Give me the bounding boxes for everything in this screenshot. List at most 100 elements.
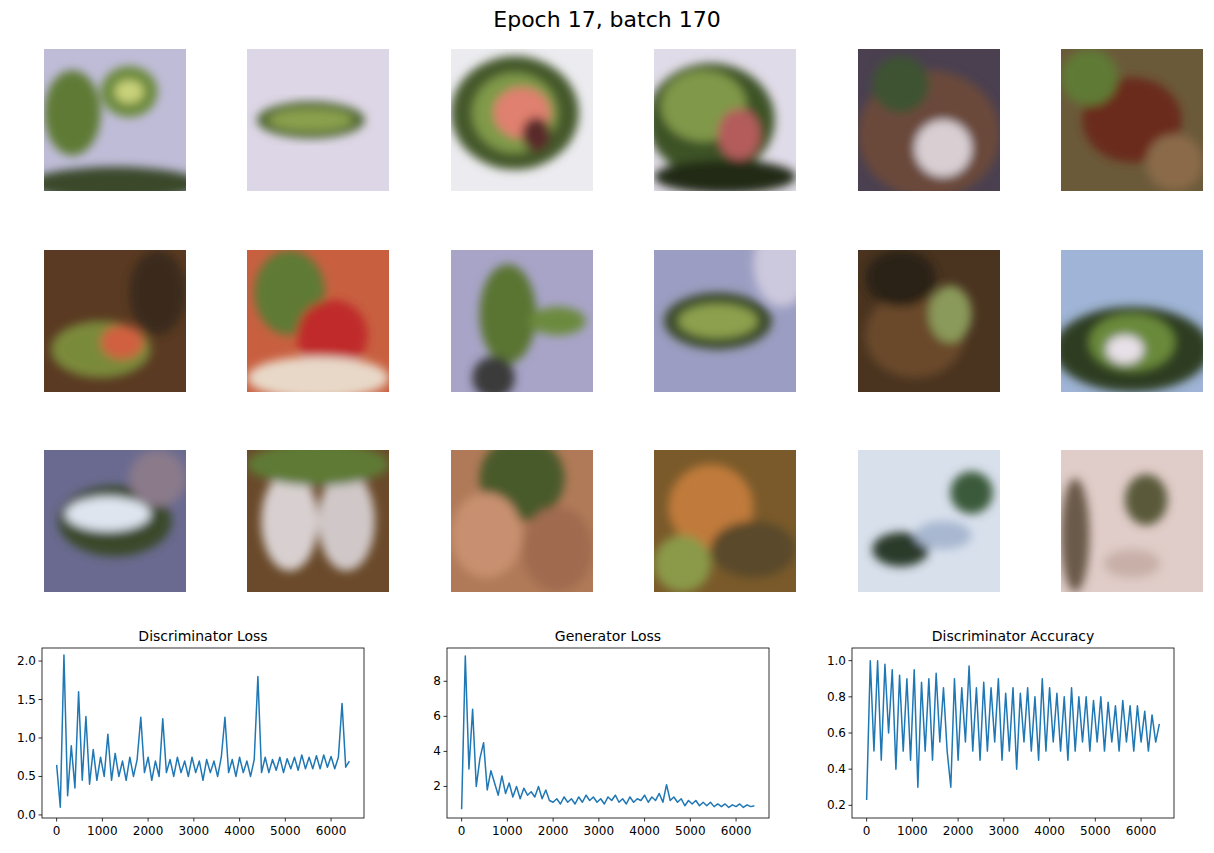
image-blob bbox=[129, 250, 186, 335]
x-tick bbox=[148, 818, 149, 822]
x-tick-label: 2000 bbox=[943, 824, 974, 838]
y-tick bbox=[444, 716, 448, 717]
y-tick bbox=[849, 660, 853, 661]
x-tick-label: 6000 bbox=[721, 824, 752, 838]
image-blob bbox=[247, 450, 389, 486]
x-tick-label: 0 bbox=[458, 824, 466, 838]
x-tick bbox=[958, 818, 959, 822]
image-blob bbox=[865, 250, 936, 307]
y-tick-label: 1.0 bbox=[17, 731, 36, 745]
x-tick bbox=[1049, 818, 1050, 822]
y-tick bbox=[849, 733, 853, 734]
image-blob bbox=[915, 521, 972, 549]
y-tick-label: 8 bbox=[433, 674, 441, 688]
generated-image bbox=[44, 49, 186, 191]
chart: Generator Loss01000200030004000500060002… bbox=[433, 628, 769, 838]
x-tick bbox=[912, 818, 913, 822]
image-background bbox=[858, 450, 1000, 592]
y-tick-label: 0.8 bbox=[827, 690, 846, 704]
generated-image bbox=[44, 250, 186, 392]
y-tick bbox=[849, 769, 853, 770]
x-tick bbox=[1095, 818, 1096, 822]
image-background bbox=[451, 250, 593, 392]
image-blob bbox=[257, 102, 365, 139]
chart: Discriminator Loss0100020003000400050006… bbox=[17, 628, 364, 838]
y-tick-label: 0.2 bbox=[827, 798, 846, 812]
x-tick-label: 4000 bbox=[629, 824, 660, 838]
y-tick bbox=[444, 751, 448, 752]
image-blob bbox=[529, 307, 586, 335]
image-blobs bbox=[451, 56, 579, 170]
x-tick-label: 1000 bbox=[897, 824, 928, 838]
generated-image bbox=[247, 250, 389, 392]
image-blob bbox=[1146, 134, 1203, 191]
image-background bbox=[44, 250, 186, 392]
y-tick-label: 1.0 bbox=[827, 654, 846, 668]
image-blobs bbox=[1061, 49, 1203, 191]
image-blobs bbox=[664, 250, 796, 349]
x-tick-label: 6000 bbox=[316, 824, 347, 838]
image-blob bbox=[1104, 549, 1161, 577]
image-blob bbox=[654, 63, 775, 177]
plot-area bbox=[462, 656, 755, 809]
plot-frame bbox=[852, 648, 1174, 818]
x-tick bbox=[736, 818, 737, 822]
x-tick bbox=[461, 818, 462, 822]
image-blob bbox=[753, 250, 796, 307]
y-tick bbox=[444, 786, 448, 787]
image-blobs bbox=[58, 450, 186, 557]
image-blob bbox=[929, 286, 972, 343]
image-background bbox=[247, 49, 389, 191]
generated-image bbox=[1061, 49, 1203, 191]
generated-image bbox=[858, 450, 1000, 592]
image-blobs bbox=[44, 66, 186, 191]
y-tick-label: 0.6 bbox=[827, 726, 846, 740]
line bbox=[867, 661, 1160, 800]
x-tick-label: 3000 bbox=[584, 824, 615, 838]
x-tick-label: 2000 bbox=[133, 824, 164, 838]
plot-area bbox=[867, 661, 1160, 800]
generated-image bbox=[247, 450, 389, 592]
generated-image bbox=[858, 250, 1000, 392]
generated-image bbox=[654, 49, 796, 191]
x-tick bbox=[331, 818, 332, 822]
x-tick bbox=[193, 818, 194, 822]
generated-image bbox=[451, 49, 593, 191]
y-tick bbox=[39, 814, 43, 815]
y-tick-label: 4 bbox=[433, 744, 441, 758]
image-blobs bbox=[247, 250, 389, 392]
image-blob bbox=[44, 70, 101, 155]
image-blob bbox=[678, 304, 758, 338]
x-tick-label: 0 bbox=[53, 824, 61, 838]
image-blobs bbox=[257, 102, 365, 139]
x-tick-label: 0 bbox=[863, 824, 871, 838]
image-blob bbox=[1125, 474, 1168, 525]
image-blob bbox=[1061, 478, 1089, 592]
chart-title: Generator Loss bbox=[555, 628, 661, 644]
y-tick bbox=[849, 696, 853, 697]
x-tick bbox=[285, 818, 286, 822]
y-tick-label: 0.4 bbox=[827, 762, 846, 776]
y-tick bbox=[39, 776, 43, 777]
image-blob bbox=[950, 471, 993, 514]
line bbox=[462, 656, 755, 809]
image-blob bbox=[664, 293, 772, 350]
image-blobs bbox=[472, 264, 586, 392]
y-tick-label: 6 bbox=[433, 709, 441, 723]
x-tick bbox=[507, 818, 508, 822]
generated-image bbox=[654, 450, 796, 592]
image-background bbox=[1061, 450, 1203, 592]
image-blobs bbox=[872, 471, 993, 566]
image-blobs bbox=[51, 250, 186, 378]
image-blob bbox=[654, 160, 796, 191]
image-blob bbox=[101, 66, 158, 117]
x-tick bbox=[56, 818, 57, 822]
suptitle: Epoch 17, batch 170 bbox=[493, 7, 720, 32]
x-tick-label: 4000 bbox=[1034, 824, 1065, 838]
x-tick-label: 5000 bbox=[1080, 824, 1111, 838]
x-tick bbox=[553, 818, 554, 822]
image-blob bbox=[115, 80, 143, 103]
generated-image bbox=[858, 49, 1000, 191]
y-tick-label: 0.5 bbox=[17, 769, 36, 783]
x-tick bbox=[866, 818, 867, 822]
